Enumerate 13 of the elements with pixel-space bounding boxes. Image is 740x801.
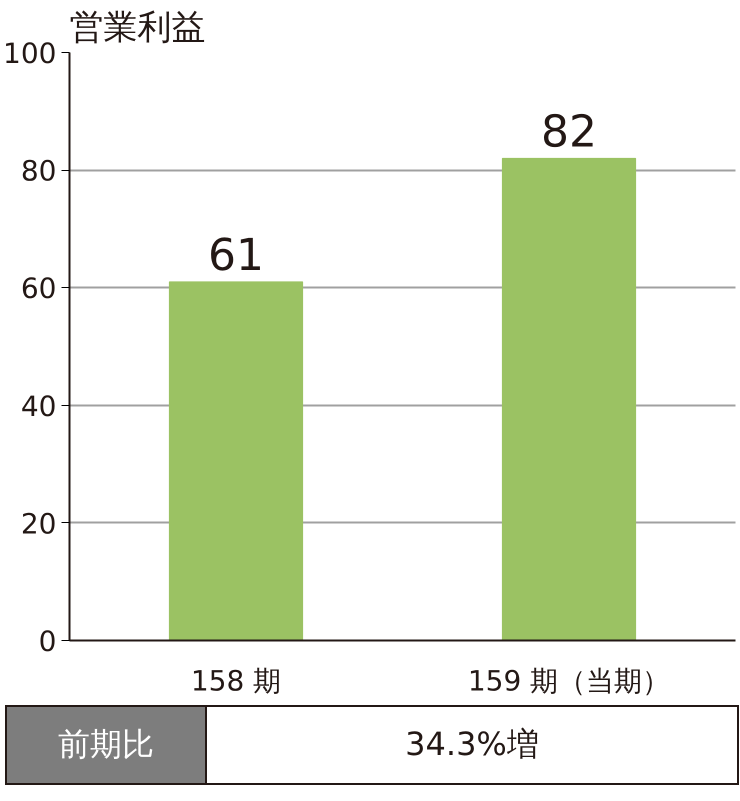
chart-title: 営業利益 bbox=[70, 8, 206, 48]
text: 前期比 bbox=[6, 706, 206, 784]
x-tick-label: 158 期 bbox=[190, 664, 282, 698]
text: 34.3%増 bbox=[206, 706, 738, 784]
y-tick-label: 80 bbox=[20, 154, 57, 188]
y-tick-label: 20 bbox=[20, 507, 57, 540]
data-label: 82 bbox=[541, 106, 598, 158]
data-label: 61 bbox=[208, 230, 264, 281]
x-tick-label: 159 期（当期） bbox=[468, 664, 670, 698]
y-tick-label: 100 bbox=[3, 37, 57, 70]
y-tick-label: 60 bbox=[20, 272, 57, 306]
y-tick-label: 0 bbox=[38, 625, 57, 658]
y-tick-label: 40 bbox=[20, 390, 57, 423]
